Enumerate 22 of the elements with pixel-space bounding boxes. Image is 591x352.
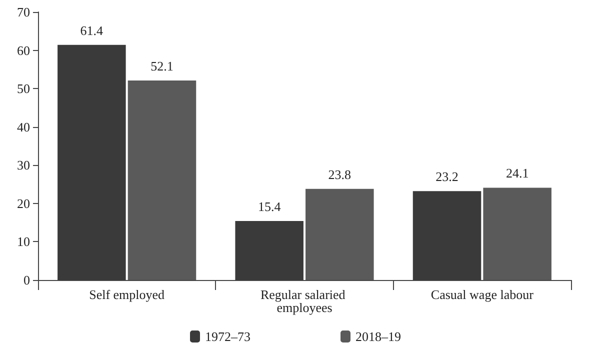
- bar: [483, 188, 552, 280]
- data-label: 24.1: [506, 166, 529, 181]
- legend-label: 2018–19: [356, 329, 401, 344]
- data-label: 15.4: [258, 199, 282, 214]
- bar: [128, 80, 196, 280]
- data-label: 61.4: [80, 22, 104, 38]
- x-tick-label: Regular salaried employees: [260, 287, 349, 315]
- y-tick-label: 40: [17, 119, 30, 134]
- x-tick-label: Self employed: [89, 287, 166, 302]
- legend-label: 1972–73: [205, 329, 250, 344]
- y-tick-label: 30: [17, 158, 30, 173]
- x-tick-label: Casual wage labour: [430, 287, 534, 302]
- y-tick-label: 70: [17, 4, 30, 20]
- data-label: 52.1: [150, 58, 174, 74]
- data-label: 23.8: [328, 166, 352, 182]
- data-label: 23.2: [436, 169, 458, 184]
- bar: [306, 188, 374, 280]
- y-tick-label: 60: [17, 42, 30, 58]
- y-tick-label: 20: [17, 196, 30, 211]
- y-tick-label: 10: [17, 234, 30, 250]
- y-tick-label: 0: [24, 272, 30, 288]
- y-tick-label: 50: [17, 81, 30, 96]
